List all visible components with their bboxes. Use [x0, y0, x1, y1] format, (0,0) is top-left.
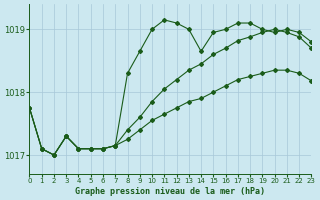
X-axis label: Graphe pression niveau de la mer (hPa): Graphe pression niveau de la mer (hPa): [76, 187, 265, 196]
